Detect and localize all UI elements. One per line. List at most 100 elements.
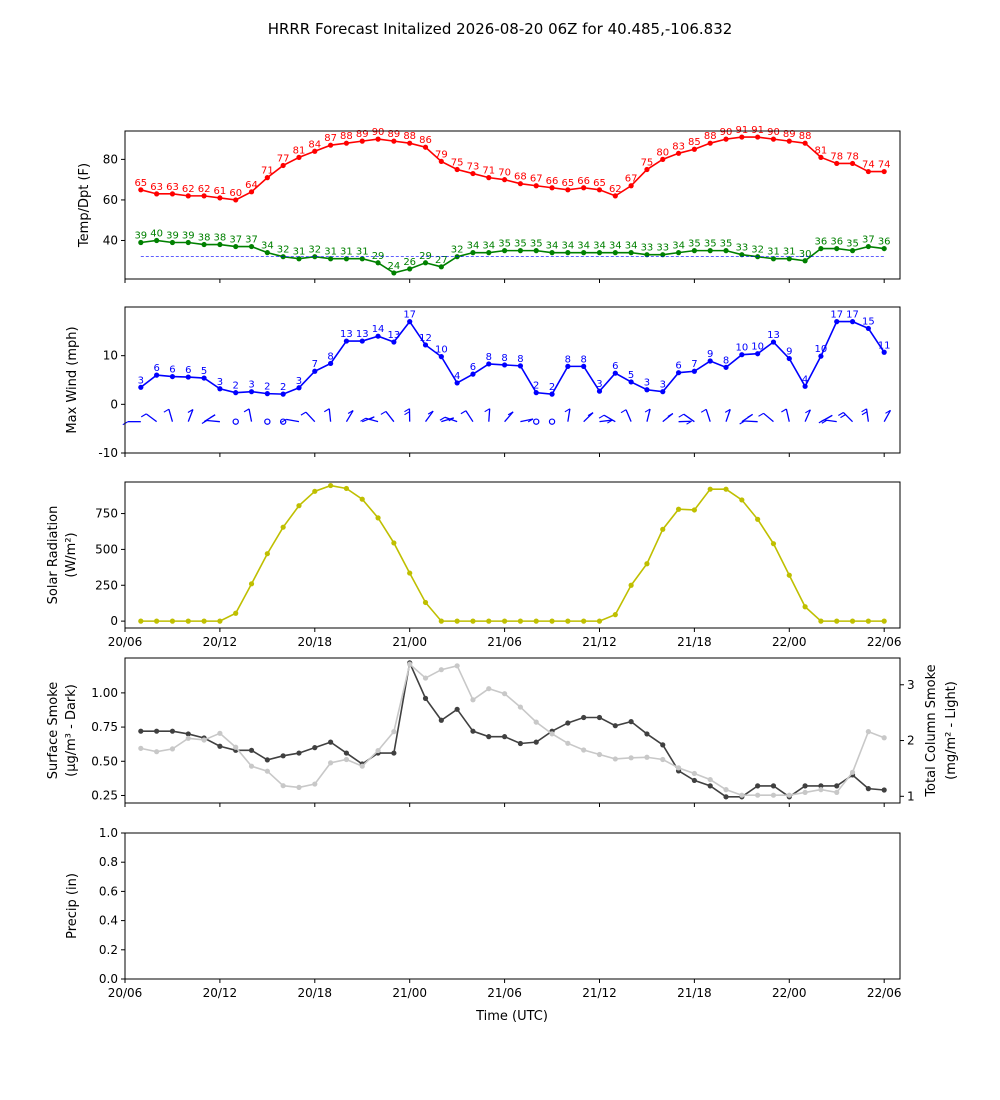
- solar_radiation-point: [849, 618, 856, 624]
- max_wind-point: [470, 371, 476, 377]
- max_wind-data-label: 6: [612, 361, 618, 372]
- total_column_smoke-point: [865, 729, 871, 735]
- max_wind-point: [881, 349, 887, 355]
- solar_radiation-point: [454, 618, 460, 624]
- max_wind-data-label: 6: [185, 365, 191, 376]
- max_wind-point: [359, 338, 365, 344]
- max_wind-data-label: 3: [660, 380, 666, 391]
- wind-barb-flag: [187, 409, 194, 414]
- dewpoint-data-label: 34: [625, 241, 638, 252]
- dewpoint-point: [185, 239, 191, 246]
- dewpoint-data-label: 31: [783, 247, 796, 258]
- temperature-data-label: 74: [878, 160, 891, 171]
- solar_radiation-point: [217, 618, 223, 624]
- max_wind-data-label: 4: [802, 374, 808, 385]
- temperature-data-label: 68: [514, 172, 527, 183]
- wind-barb: [365, 417, 379, 423]
- max_wind-point: [707, 358, 713, 364]
- wind-barb: [599, 419, 613, 423]
- total_column_smoke-point: [169, 746, 176, 752]
- x-tick-label: 20/18: [297, 986, 332, 1000]
- max_wind-data-label: 2: [264, 382, 270, 393]
- total_column_smoke-point: [391, 729, 397, 735]
- y-tick-label: 0.8: [99, 855, 118, 869]
- solar_radiation-point: [280, 524, 286, 530]
- total_column_smoke-point: [565, 740, 571, 746]
- solar_radiation-point: [169, 618, 176, 624]
- wind-barb-flag: [300, 411, 307, 416]
- wind-barb-flag: [686, 420, 692, 425]
- max_wind-point: [786, 355, 792, 362]
- dewpoint-data-label: 24: [388, 261, 401, 272]
- solar_radiation-point: [802, 604, 808, 610]
- surface_smoke-point: [154, 728, 160, 734]
- wind-barb-flag: [840, 414, 846, 419]
- total_column_smoke-point: [881, 735, 887, 741]
- solar_radiation-point: [486, 618, 492, 624]
- temperature-data-label: 62: [198, 184, 211, 195]
- dewpoint-point: [517, 248, 524, 254]
- surface_smoke-point: [486, 734, 492, 740]
- temperature-point: [407, 140, 413, 146]
- dewpoint-point: [328, 256, 334, 262]
- y-axis-unit: (μg/m³ - Dark): [64, 684, 79, 777]
- temperature-data-label: 90: [767, 127, 780, 138]
- wind-barb: [206, 419, 220, 423]
- surface_smoke-point: [264, 757, 270, 763]
- wind-barb: [567, 408, 571, 422]
- y-tick-label: 60: [103, 193, 118, 207]
- wind-barb-flag: [380, 410, 387, 415]
- temperature-point: [802, 140, 808, 146]
- axes-frame: [124, 657, 901, 804]
- dewpoint-point: [169, 239, 176, 246]
- panel-precip: 0.0 0.2 0.4 0.6 0.8 1.0 20/06 20/12 20/18 21/00 21…: [65, 826, 901, 1000]
- solar_radiation-point: [501, 618, 508, 624]
- surface_smoke-point: [438, 717, 444, 723]
- solar_radiation-point: [818, 618, 824, 624]
- max_wind-point: [549, 391, 555, 397]
- dewpoint-point: [391, 270, 397, 276]
- solar_radiation-point: [422, 599, 429, 606]
- temperature-point: [359, 138, 365, 144]
- max_wind-point: [312, 368, 318, 374]
- dewpoint-point: [849, 248, 856, 254]
- temperature-point: [834, 160, 840, 167]
- dewpoint-data-label: 35: [514, 239, 527, 250]
- wind-barb-flag: [527, 418, 534, 423]
- dewpoint-data-label: 34: [561, 241, 574, 252]
- dewpoint-point: [770, 256, 777, 262]
- temperature-data-label: 87: [324, 133, 337, 144]
- temperature-data-label: 84: [308, 139, 321, 150]
- figure-title: HRRR Forecast Initalized 2026-08-20 06Z …: [268, 20, 733, 38]
- total_column_smoke-point: [343, 756, 350, 763]
- temperature-data-label: 65: [134, 178, 147, 189]
- solar_radiation-point: [786, 572, 792, 578]
- solar_radiation-point: [660, 526, 666, 532]
- temperature-line: [140, 136, 885, 201]
- dewpoint-data-label: 33: [656, 243, 669, 254]
- max_wind-point: [407, 319, 413, 325]
- y-tick-label: 0.0: [99, 972, 118, 986]
- total_column_smoke-point: [359, 763, 365, 769]
- solar_radiation-point: [533, 618, 539, 624]
- temperature-point: [865, 168, 871, 175]
- temperature-data-label: 89: [388, 129, 401, 140]
- max_wind-data-label: 6: [470, 362, 476, 373]
- max_wind-data-label: 3: [138, 375, 144, 386]
- y-tick-label: 0: [110, 397, 118, 411]
- dewpoint-data-label: 35: [688, 239, 701, 250]
- axes-frame: [124, 481, 901, 629]
- dewpoint-point: [707, 248, 713, 254]
- dewpoint-data-label: 36: [878, 237, 891, 248]
- wind-barb-flag: [861, 408, 867, 413]
- y-tick-label: 0.25: [91, 788, 118, 802]
- surface_smoke-point: [343, 750, 350, 756]
- surface_smoke-point: [612, 723, 618, 729]
- surface_smoke-line: [140, 660, 885, 798]
- solar_radiation-point: [549, 618, 555, 624]
- y-tick-label-right: 3: [907, 678, 915, 692]
- dewpoint-data-label: 39: [134, 231, 147, 242]
- wind-barb: [883, 409, 892, 422]
